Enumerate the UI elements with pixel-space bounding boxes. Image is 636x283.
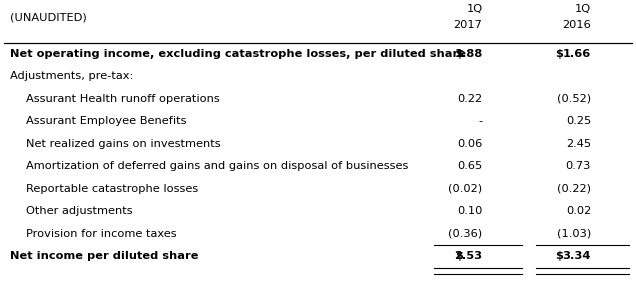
Text: Reportable catastrophe losses: Reportable catastrophe losses	[26, 184, 198, 194]
Text: Adjustments, pre-tax:: Adjustments, pre-tax:	[10, 71, 134, 81]
Text: 1.88: 1.88	[454, 49, 483, 59]
Text: $: $	[455, 251, 463, 261]
Text: 0.25: 0.25	[566, 116, 591, 126]
Text: 2016: 2016	[562, 20, 591, 31]
Text: (1.03): (1.03)	[556, 229, 591, 239]
Text: 3.34: 3.34	[563, 251, 591, 261]
Text: 1Q: 1Q	[466, 4, 483, 14]
Text: 0.65: 0.65	[457, 161, 483, 171]
Text: 0.02: 0.02	[566, 206, 591, 216]
Text: 2.45: 2.45	[566, 139, 591, 149]
Text: 1.66: 1.66	[563, 49, 591, 59]
Text: Other adjustments: Other adjustments	[26, 206, 133, 216]
Text: Net operating income, excluding catastrophe losses, per diluted share: Net operating income, excluding catastro…	[10, 49, 466, 59]
Text: (0.22): (0.22)	[557, 184, 591, 194]
Text: Net income per diluted share: Net income per diluted share	[10, 251, 199, 261]
Text: (0.52): (0.52)	[557, 94, 591, 104]
Text: $: $	[455, 49, 463, 59]
Text: Net realized gains on investments: Net realized gains on investments	[26, 139, 221, 149]
Text: 0.10: 0.10	[457, 206, 483, 216]
Text: Provision for income taxes: Provision for income taxes	[26, 229, 177, 239]
Text: 1Q: 1Q	[575, 4, 591, 14]
Text: Assurant Health runoff operations: Assurant Health runoff operations	[26, 94, 220, 104]
Text: -: -	[478, 116, 483, 126]
Text: 2.53: 2.53	[454, 251, 483, 261]
Text: 2017: 2017	[453, 20, 483, 31]
Text: 0.73: 0.73	[565, 161, 591, 171]
Text: (0.36): (0.36)	[448, 229, 483, 239]
Text: (UNAUDITED): (UNAUDITED)	[10, 12, 87, 22]
Text: 0.06: 0.06	[457, 139, 483, 149]
Text: $: $	[555, 251, 563, 261]
Text: Amortization of deferred gains and gains on disposal of businesses: Amortization of deferred gains and gains…	[26, 161, 408, 171]
Text: (0.02): (0.02)	[448, 184, 483, 194]
Text: Assurant Employee Benefits: Assurant Employee Benefits	[26, 116, 186, 126]
Text: $: $	[555, 49, 563, 59]
Text: 0.22: 0.22	[457, 94, 483, 104]
